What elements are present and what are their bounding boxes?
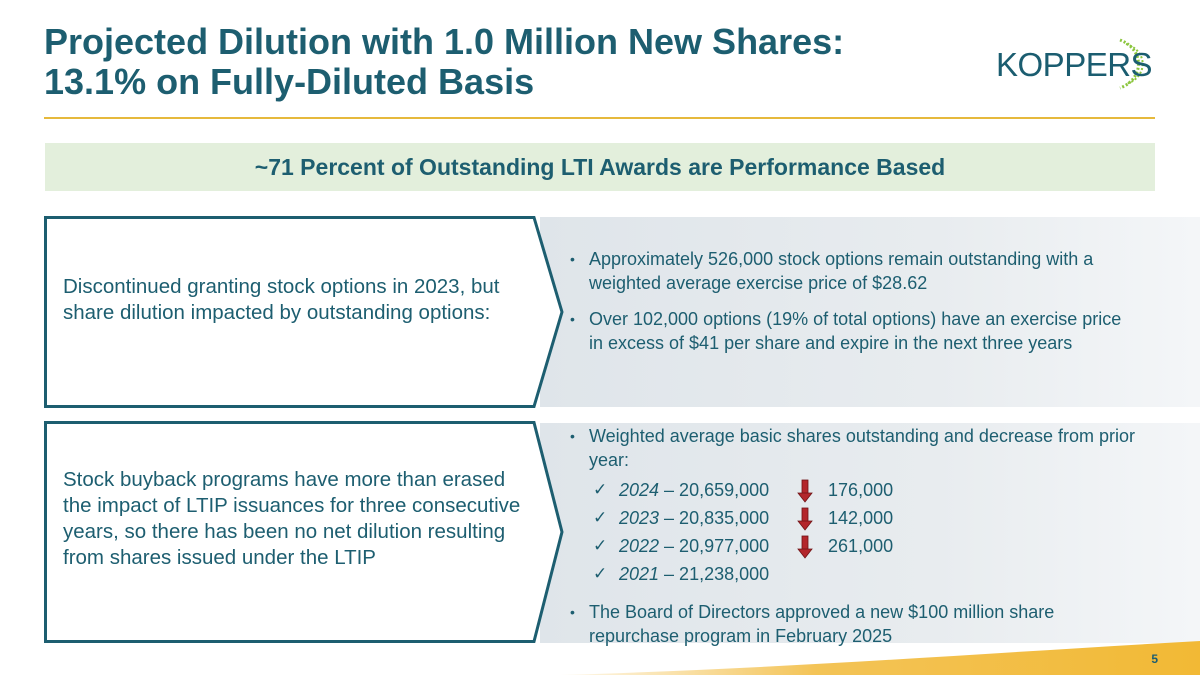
bullet-icon: •: [570, 428, 575, 444]
bullet-icon: •: [570, 604, 575, 620]
buyback-bullet-list: • Weighted average basic shares outstand…: [568, 424, 1138, 660]
checkmark-icon: ✓: [593, 508, 608, 527]
decrease-value: 261,000: [828, 536, 894, 556]
buyback-chevron-box: [44, 421, 564, 643]
title-divider: [44, 117, 1155, 119]
buyback-heading: Stock buyback programs have more than er…: [63, 468, 521, 569]
checkmark-icon: ✓: [593, 480, 608, 499]
logo-text: KOPPERS: [996, 46, 1153, 83]
decrease-value: 142,000: [828, 508, 894, 528]
year-row: ✓ 2024 – 20,659,000 176,000: [589, 476, 1138, 504]
bullet-icon: •: [570, 251, 575, 267]
shares-by-year-list: ✓ 2024 – 20,659,000 176,000 ✓ 2023 – 20,…: [589, 476, 1138, 588]
down-arrow-icon: [797, 535, 813, 559]
down-arrow-icon: [797, 507, 813, 531]
list-item: • Approximately 526,000 stock options re…: [570, 249, 1094, 293]
down-arrow-icon: [797, 479, 813, 503]
title-line-2: 13.1% on Fully-Diluted Basis: [44, 61, 535, 102]
year-row: ✓ 2022 – 20,977,000 261,000: [589, 532, 1138, 560]
options-bullet-list: • Approximately 526,000 stock options re…: [568, 247, 1138, 367]
bullet-icon: •: [570, 311, 575, 327]
buyback-panel: [540, 423, 1200, 643]
decrease-value: 176,000: [828, 480, 894, 500]
slide-title: Projected Dilution with 1.0 Million New …: [44, 22, 964, 102]
page-number: 5: [1151, 652, 1158, 666]
year-row: ✓ 2021 – 21,238,000: [589, 560, 1138, 588]
logo-arc-icon: [1119, 38, 1144, 90]
koppers-logo: KOPPERS: [992, 34, 1162, 92]
list-item: • The Board of Directors approved a new …: [570, 602, 1055, 646]
list-item: • Weighted average basic shares outstand…: [568, 424, 1138, 588]
title-line-1: Projected Dilution with 1.0 Million New …: [44, 21, 845, 62]
checkmark-icon: ✓: [593, 564, 608, 583]
performance-banner: ~71 Percent of Outstanding LTI Awards ar…: [45, 143, 1155, 191]
list-item: • Over 102,000 options (19% of total opt…: [570, 309, 1122, 353]
year-row: ✓ 2023 – 20,835,000 142,000: [589, 504, 1138, 532]
options-heading: Discontinued granting stock options in 2…: [63, 275, 500, 324]
options-panel: [540, 217, 1200, 407]
options-chevron-box: [44, 216, 564, 408]
checkmark-icon: ✓: [593, 536, 608, 555]
